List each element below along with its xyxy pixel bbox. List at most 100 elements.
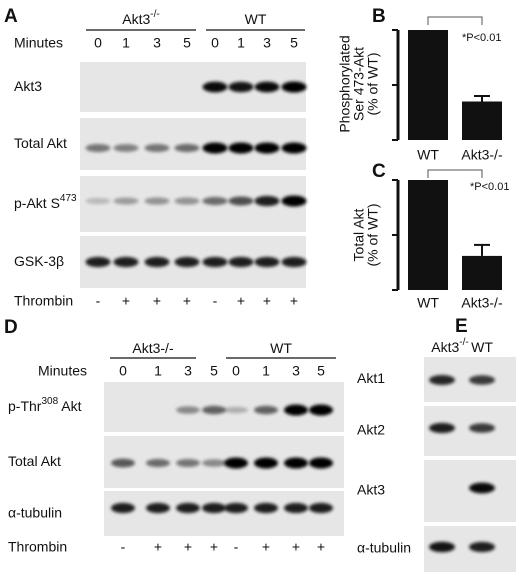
y-axis-label: Ser 473-Akt	[351, 47, 367, 121]
y-axis-label: (% of WT)	[365, 204, 381, 267]
blot-band	[224, 406, 248, 414]
x-tick-label: WT	[417, 295, 439, 311]
treatment-sign: +	[237, 293, 245, 309]
minute: 3	[292, 363, 300, 379]
column-label: WT	[471, 339, 493, 355]
treatment-sign: +	[290, 293, 298, 309]
annotation: *P<0.01	[470, 181, 509, 193]
bar	[408, 180, 448, 290]
column-label-main: Akt3	[431, 339, 459, 355]
blot-band	[228, 142, 254, 154]
row-label-main: p-Akt S	[14, 195, 60, 211]
blot-band	[111, 458, 135, 468]
minute: 0	[94, 35, 102, 51]
row-label-main: GSK-3β	[14, 253, 64, 269]
row-label: α-tubulin	[8, 504, 62, 520]
row-label-sup: 308	[41, 396, 58, 407]
minute: 1	[154, 363, 162, 379]
blot-band	[284, 457, 308, 469]
minutes-label: Minutes	[38, 363, 87, 379]
blot-band	[429, 541, 455, 553]
y-axis-label: Total Akt	[351, 208, 367, 261]
treatment-sign: +	[184, 539, 192, 555]
column-label-main: WT	[471, 339, 493, 355]
blot-band	[309, 502, 333, 514]
row-label-tail: Akt	[58, 398, 81, 414]
blot-strip	[104, 382, 344, 432]
treatment-sign: +	[292, 539, 300, 555]
blot-band	[202, 256, 228, 268]
treatment-sign: -	[121, 539, 126, 555]
x-tick-label: Akt3-/-	[461, 295, 503, 311]
row-label: Akt3	[357, 482, 385, 498]
minute: 1	[237, 35, 245, 51]
blot-band	[202, 142, 228, 154]
blot-band	[202, 502, 226, 514]
blot-band	[309, 457, 333, 469]
row-label: p-Thr308 Akt	[8, 396, 82, 414]
group-label-main: WT	[245, 11, 267, 27]
blot-band	[113, 256, 139, 268]
minute: 1	[262, 363, 270, 379]
significance-bracket	[427, 169, 483, 178]
row-label: Akt2	[357, 422, 385, 438]
minute: 5	[317, 363, 325, 379]
blot-band	[144, 144, 170, 152]
group-label: Akt3-/-	[122, 9, 159, 27]
row-label-main: α-tubulin	[8, 504, 62, 520]
row-label-main: Total Akt	[14, 135, 67, 151]
blot-band	[254, 405, 278, 415]
blot-band	[254, 502, 278, 514]
blot-band	[176, 459, 200, 467]
row-label-sup: 473	[60, 193, 77, 204]
y-axis-label: Phosphorylated	[337, 35, 353, 132]
panel-letter: E	[455, 316, 468, 337]
minute: 0	[232, 363, 240, 379]
blot-band	[176, 502, 200, 514]
blot-band	[469, 375, 495, 385]
bar	[462, 255, 502, 290]
blot-band	[284, 502, 308, 514]
blot-band	[254, 256, 280, 268]
blot-band	[228, 81, 254, 93]
blot-strip	[104, 491, 344, 536]
row-label-main: Total Akt	[8, 453, 61, 469]
blot-band	[113, 197, 139, 205]
treatment-sign: +	[153, 293, 161, 309]
significance-bracket	[427, 16, 483, 25]
row-label: Total Akt	[8, 453, 61, 469]
panel-letter: D	[4, 317, 18, 338]
group-label-main: WT	[270, 340, 292, 356]
blot-band	[174, 256, 200, 268]
minute: 5	[290, 35, 298, 51]
bar	[408, 30, 448, 140]
panel-letter: B	[372, 6, 386, 27]
blot-band	[202, 405, 226, 415]
treatment-sign: -	[234, 539, 239, 555]
row-label: p-Akt S473	[14, 193, 77, 211]
blot-band	[111, 502, 135, 514]
blot-band	[202, 196, 228, 206]
treatment-sign: -	[213, 293, 218, 309]
minute: 5	[210, 363, 218, 379]
treatment-sign: +	[262, 539, 270, 555]
blot-band	[174, 143, 200, 153]
blot-band	[281, 81, 307, 93]
minutes-label: Minutes	[14, 35, 63, 51]
blot-band	[174, 197, 200, 205]
row-label: Akt3	[14, 78, 42, 94]
blot-band	[228, 196, 254, 206]
panel-letter: A	[4, 6, 18, 27]
blot-band	[309, 404, 333, 416]
row-label: GSK-3β	[14, 253, 64, 269]
x-tick-label: WT	[417, 147, 439, 163]
blot-band	[254, 195, 280, 207]
blot-band	[202, 81, 228, 93]
treatment-sign: -	[96, 293, 101, 309]
blot-band	[144, 197, 170, 205]
blot-band	[224, 502, 248, 514]
treatment-sign: +	[183, 293, 191, 309]
y-axis-label: (% of WT)	[365, 53, 381, 116]
blot-band	[176, 406, 200, 414]
